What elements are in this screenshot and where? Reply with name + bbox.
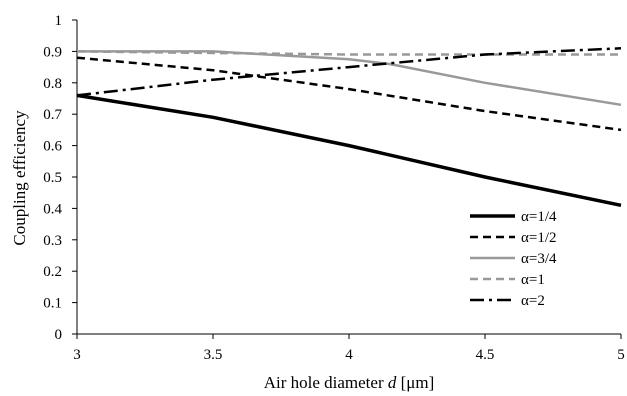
x-tick-label: 3.5	[204, 347, 223, 363]
y-tick-label: 0.9	[43, 44, 62, 60]
series-lines	[76, 47, 622, 208]
legend-label-2: α=1/2	[521, 230, 557, 246]
y-tick-label: 0.5	[43, 170, 62, 186]
x-tick-label: 3	[73, 347, 81, 363]
y-axis-ticks: 0 0.1 0.2 0.3 0.4 0.5 0.6 0.7 0.8 0.9 1	[43, 13, 77, 343]
series-line-1	[76, 93, 622, 208]
x-tick-label: 4.5	[476, 347, 495, 363]
y-tick-label: 0	[55, 327, 63, 343]
x-axis-label-unit: [μm]	[396, 373, 434, 392]
x-axis-label: Air hole diameter d [μm]	[264, 373, 435, 392]
series-line-5	[76, 47, 622, 97]
y-tick-label: 1	[55, 13, 63, 29]
x-tick-label: 5	[617, 347, 625, 363]
y-tick-label: 0.4	[43, 201, 62, 217]
x-axis-ticks: 3 3.5 4 4.5 5	[73, 334, 625, 363]
x-axis-label-main: Air hole diameter	[264, 373, 388, 392]
legend-label-1: α=1/4	[521, 209, 557, 225]
y-tick-label: 0.6	[43, 139, 62, 155]
y-tick-label: 0.8	[43, 76, 62, 92]
x-axis-label-variable: d	[388, 373, 397, 392]
y-tick-label: 0.1	[43, 296, 62, 312]
y-axis-label: Coupling efficiency	[10, 110, 29, 246]
legend: α=1/4 α=1/2 α=3/4 α=1 α=2	[470, 209, 557, 309]
legend-label-4: α=1	[521, 272, 545, 288]
y-tick-label: 0.3	[43, 233, 62, 249]
series-line-3	[77, 50, 622, 107]
y-tick-label: 0.7	[43, 107, 62, 123]
series-line-2	[76, 56, 622, 132]
legend-label-5: α=2	[521, 293, 545, 309]
legend-label-3: α=3/4	[521, 251, 557, 267]
x-tick-label: 4	[345, 347, 353, 363]
y-tick-label: 0.2	[43, 264, 62, 280]
